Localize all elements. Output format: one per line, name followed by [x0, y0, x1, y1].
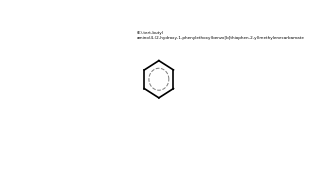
Text: (E)-tert-butyl amino(4-(2-hydroxy-1-phenylethoxy)benzo[b]thiophen-2-yl)methylene: (E)-tert-butyl amino(4-(2-hydroxy-1-phen… [137, 31, 305, 40]
